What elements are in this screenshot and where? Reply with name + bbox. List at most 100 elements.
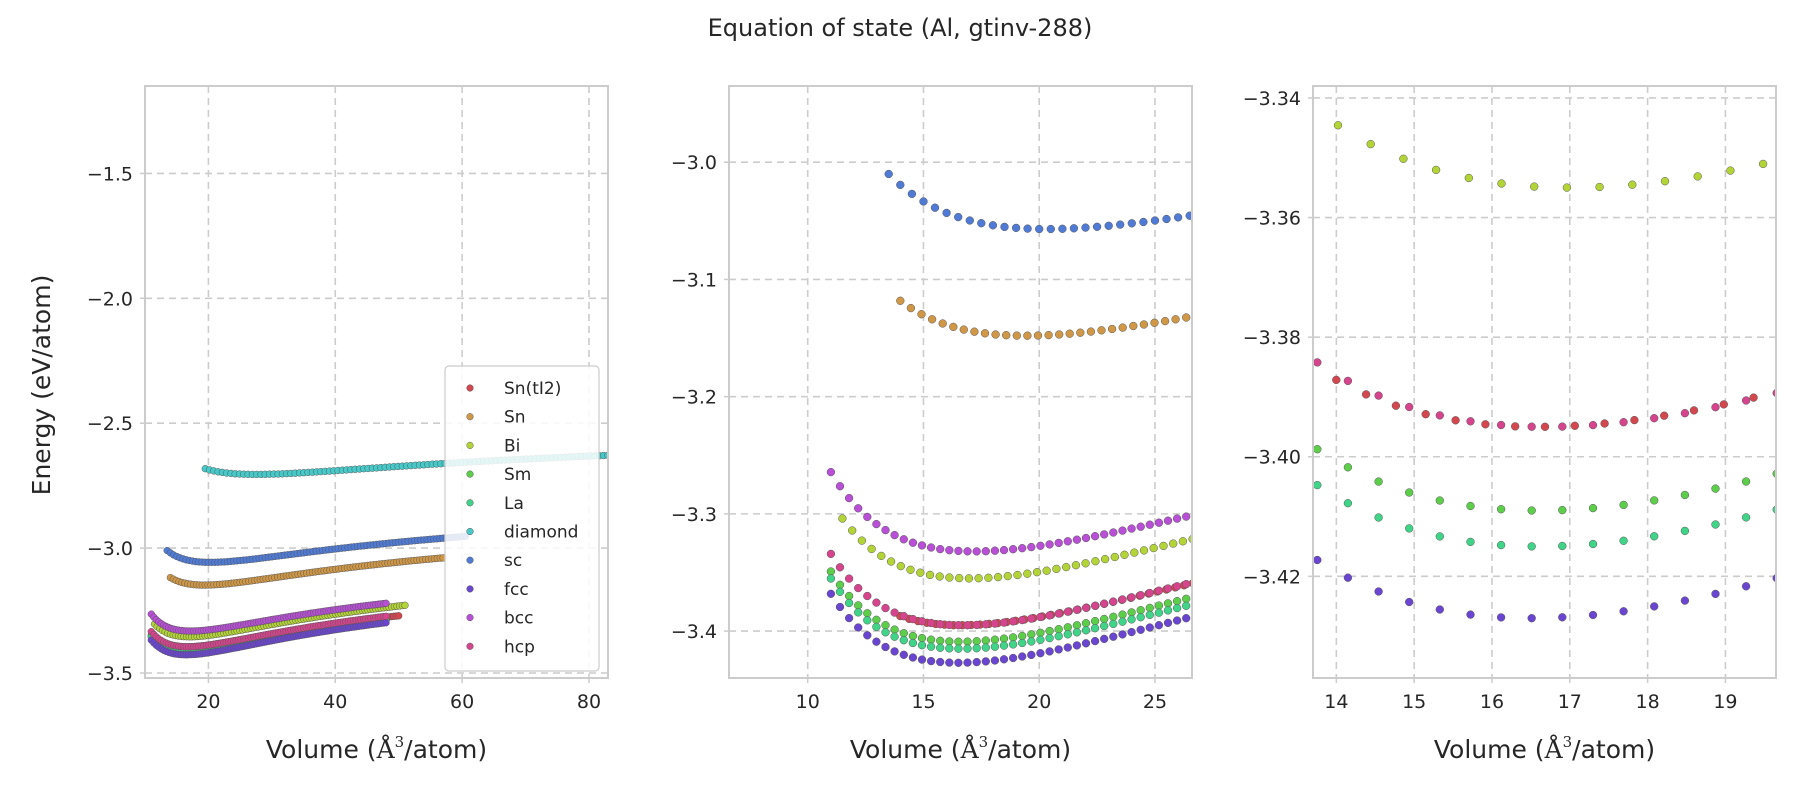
point-snti2 xyxy=(1198,577,1206,585)
point-fcc xyxy=(1374,587,1383,596)
point-bcc xyxy=(1118,526,1127,535)
point-sm xyxy=(899,629,908,638)
point-fcc xyxy=(908,653,918,662)
point-hcp xyxy=(1136,591,1145,600)
point-fcc xyxy=(1588,610,1598,620)
point-bi xyxy=(993,572,1003,582)
x-tick-label: 16 xyxy=(1480,691,1504,713)
legend-label: Sn(tI2) xyxy=(504,379,561,399)
point-fcc xyxy=(999,655,1009,664)
point-sm xyxy=(1090,616,1100,626)
point-sm xyxy=(1072,621,1082,630)
point-fcc xyxy=(972,657,981,667)
point-sc xyxy=(1150,216,1160,225)
point-hcp xyxy=(1527,422,1536,431)
point-sm xyxy=(1172,596,1182,606)
point-bi xyxy=(1595,182,1604,192)
point-bi xyxy=(1003,571,1012,581)
point-la xyxy=(1558,541,1567,551)
point-fcc xyxy=(1466,610,1475,619)
point-fcc xyxy=(1045,647,1054,656)
x-tick-label: 20 xyxy=(1027,691,1051,713)
point-fcc xyxy=(917,655,927,664)
point-fcc xyxy=(990,656,1000,665)
point-bcc xyxy=(1145,520,1154,529)
point-bi xyxy=(906,565,915,574)
point-sc xyxy=(988,221,998,230)
point-la xyxy=(1435,532,1444,541)
point-bcc xyxy=(1027,542,1036,552)
point-la xyxy=(1466,537,1475,547)
point-sn xyxy=(1160,316,1170,326)
point-bcc xyxy=(1045,540,1054,549)
point-sm xyxy=(863,609,872,618)
point-fcc xyxy=(890,647,899,656)
point-sc xyxy=(1139,217,1148,227)
point-sm xyxy=(1045,626,1054,636)
point-la xyxy=(881,628,890,637)
point-bi xyxy=(1042,566,1051,575)
point-la xyxy=(1109,619,1118,629)
point-bi xyxy=(877,551,886,561)
point-sn xyxy=(949,322,958,332)
point-bcc xyxy=(826,467,836,477)
point-sn xyxy=(1097,326,1106,335)
point-sn xyxy=(1129,321,1138,331)
legend-marker xyxy=(466,470,474,478)
point-bcc xyxy=(908,538,918,547)
point-fcc xyxy=(954,658,963,667)
point-sc xyxy=(930,203,940,212)
point-fcc xyxy=(1090,636,1100,646)
point-sm xyxy=(999,634,1009,643)
point-la xyxy=(1118,617,1127,626)
point-bi xyxy=(1071,561,1081,570)
point-la xyxy=(990,642,1000,651)
point-hcp xyxy=(1435,411,1444,420)
point-fcc xyxy=(382,619,390,627)
data-points xyxy=(147,451,608,659)
point-fcc xyxy=(1527,614,1536,623)
point-sm xyxy=(881,621,890,630)
point-hcp xyxy=(908,614,918,624)
point-la xyxy=(1090,624,1100,633)
point-hcp xyxy=(835,563,845,572)
point-bi xyxy=(848,526,857,535)
point-bcc xyxy=(972,547,981,556)
point-fcc xyxy=(1008,653,1018,663)
point-fcc xyxy=(1343,573,1353,582)
point-hcp xyxy=(954,621,963,630)
point-sn xyxy=(1044,330,1053,340)
axes-frame xyxy=(728,85,1193,679)
x-tick-label: 19 xyxy=(1713,691,1737,713)
point-sn xyxy=(938,319,947,328)
point-bi xyxy=(1693,172,1702,181)
point-hcp xyxy=(917,617,927,626)
y-tick-label: −3.3 xyxy=(671,504,717,526)
point-fcc xyxy=(1118,630,1127,639)
point-fcc xyxy=(1145,623,1154,632)
point-hcp xyxy=(963,621,972,630)
point-bi xyxy=(1178,537,1188,546)
point-hcp xyxy=(382,612,390,620)
point-hcp xyxy=(1054,609,1063,618)
point-bcc xyxy=(990,546,1000,555)
point-hcp xyxy=(936,620,945,629)
panel-right: 14 15 16 17 18 19 −3.42 −3.40 −3.38 −3.36 −3.34 Vol… xyxy=(1243,85,1777,764)
point-bcc xyxy=(1182,512,1191,521)
point-fcc xyxy=(1027,650,1036,660)
point-hcp xyxy=(890,608,899,617)
point-sm xyxy=(1027,630,1036,639)
point-fcc xyxy=(826,589,836,598)
point-bi xyxy=(1130,548,1139,557)
point-hcp xyxy=(1072,605,1082,614)
point-la xyxy=(945,644,954,653)
point-sm xyxy=(954,637,963,646)
point-la xyxy=(1081,626,1091,635)
point-sn xyxy=(896,296,905,305)
point-sm xyxy=(826,567,836,576)
point-fcc xyxy=(881,642,890,652)
x-axis-label: Volume (Å3/atom) xyxy=(1434,733,1655,764)
x-tick-label: 60 xyxy=(450,691,474,713)
legend-marker xyxy=(466,614,474,622)
point-la xyxy=(1527,542,1536,551)
